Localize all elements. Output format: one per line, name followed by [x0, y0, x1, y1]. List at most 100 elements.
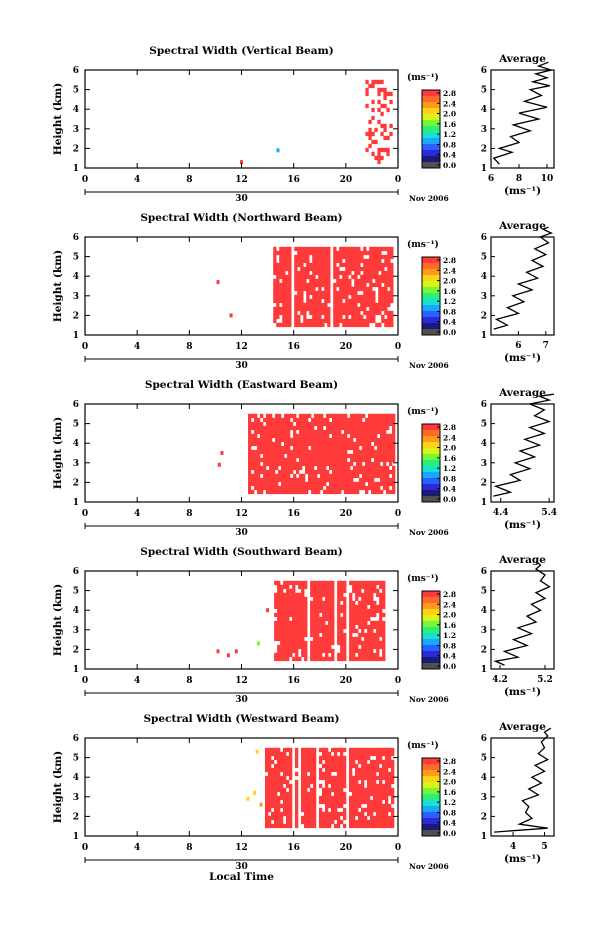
- heatmap-cell: [340, 596, 344, 602]
- heatmap-cell: [354, 250, 358, 256]
- heatmap-cell: [377, 417, 381, 423]
- heatmap-cell: [312, 791, 317, 797]
- heatmap-cell: [335, 457, 339, 463]
- heatmap-cell: [333, 258, 337, 264]
- heatmap-cell: [344, 461, 348, 467]
- heatmap-cell: [277, 608, 281, 614]
- colorbar-frame: [421, 423, 441, 503]
- heatmap-cell: [323, 461, 327, 467]
- x-tick-label: 12: [235, 342, 248, 352]
- heatmap-cell: [288, 322, 292, 328]
- heatmap-cell: [390, 815, 395, 821]
- heatmap-cell: [392, 441, 396, 447]
- heatmap-cell: [372, 795, 377, 801]
- colorbar-segment: [422, 448, 440, 455]
- heatmap-cell: [327, 787, 332, 793]
- heatmap-cell: [382, 580, 386, 586]
- average-x-label: (ms⁻¹): [504, 185, 541, 197]
- heatmap-cell: [378, 306, 382, 312]
- heatmap-cell: [321, 747, 326, 753]
- heatmap-cell: [254, 485, 258, 491]
- heatmap-cell: [326, 449, 330, 455]
- heatmap-cell: [314, 453, 318, 459]
- heatmap-cell: [336, 250, 340, 256]
- heatmap-cell: [273, 282, 277, 288]
- heatmap-cell: [311, 449, 315, 455]
- heatmap-cell: [280, 656, 284, 662]
- heatmap-cell: [392, 457, 396, 463]
- heatmap-cell: [298, 596, 302, 602]
- heatmap-cell: [273, 807, 278, 813]
- heatmap-cell: [371, 151, 375, 157]
- heatmap-cell: [269, 469, 273, 475]
- heatmap-cell: [312, 274, 316, 280]
- heatmap-cell: [326, 477, 330, 483]
- heatmap-cell: [285, 759, 290, 765]
- heatmap-cell: [357, 755, 362, 761]
- heatmap-cell: [327, 318, 331, 324]
- heatmap-cell: [328, 636, 332, 642]
- heatmap-cell: [283, 624, 287, 630]
- heatmap-cell: [378, 266, 382, 272]
- heatmap-cell: [367, 584, 371, 590]
- heatmap-cell: [297, 286, 301, 292]
- heatmap-point: [266, 608, 270, 613]
- heatmap-cell: [378, 811, 383, 817]
- heatmap-cell: [327, 779, 332, 785]
- heatmap-cell: [306, 266, 310, 272]
- heatmap-cell: [292, 608, 296, 614]
- heatmap-cell: [289, 620, 293, 626]
- heatmap-cell: [287, 413, 291, 419]
- heatmap-cell: [360, 282, 364, 288]
- heatmap-cell: [386, 421, 390, 427]
- heatmap-cell: [276, 322, 280, 328]
- heatmap-cell: [311, 441, 315, 447]
- heatmap-cell: [366, 775, 371, 781]
- heatmap-cell: [322, 608, 326, 614]
- heatmap-cell: [287, 445, 291, 451]
- heatmap-cell: [319, 644, 323, 650]
- colorbar-segment: [422, 645, 440, 652]
- heatmap-cell: [371, 473, 375, 479]
- heatmap-cell: [300, 262, 304, 268]
- heatmap-cell: [304, 620, 308, 626]
- heatmap-cell: [379, 632, 383, 638]
- heatmap-cell: [248, 449, 252, 455]
- heatmap-cell: [377, 99, 381, 105]
- heatmap-cell: [364, 596, 368, 602]
- heatmap-cell: [287, 441, 291, 447]
- heatmap-cell: [336, 779, 341, 785]
- heatmap-cell: [384, 294, 388, 300]
- heatmap-cell: [312, 803, 317, 809]
- heatmap-cell: [358, 604, 362, 610]
- heatmap-cell: [367, 624, 371, 630]
- heatmap-cell: [301, 620, 305, 626]
- heatmap-cell: [318, 318, 322, 324]
- heatmap-cell: [279, 294, 283, 300]
- heatmap-cell: [309, 803, 314, 809]
- heatmap-cell: [354, 755, 359, 761]
- heatmap-cell: [337, 600, 341, 606]
- average-y-tick-label: 2: [481, 812, 487, 822]
- colorbar-segment: [422, 609, 440, 616]
- heatmap-cell: [390, 791, 395, 797]
- heatmap-cell: [348, 807, 353, 813]
- heatmap-cell: [300, 755, 305, 761]
- heatmap-cell: [386, 147, 390, 153]
- heatmap-cell: [368, 417, 372, 423]
- heatmap-cell: [278, 433, 282, 439]
- heatmap-cell: [348, 819, 353, 825]
- heatmap-cell: [369, 290, 373, 296]
- heatmap-cell: [380, 147, 384, 153]
- colorbar-tick-label: 2.8: [443, 89, 456, 98]
- heatmap-cell: [375, 759, 380, 765]
- heatmap-cell: [318, 278, 322, 284]
- heatmap-cell: [360, 278, 364, 284]
- heatmap-cell: [375, 799, 380, 805]
- heatmap-cell: [348, 310, 352, 316]
- heatmap-cell: [289, 636, 293, 642]
- heatmap-cell: [274, 628, 278, 634]
- heatmap-cell: [326, 453, 330, 459]
- heatmap-cell: [306, 254, 310, 260]
